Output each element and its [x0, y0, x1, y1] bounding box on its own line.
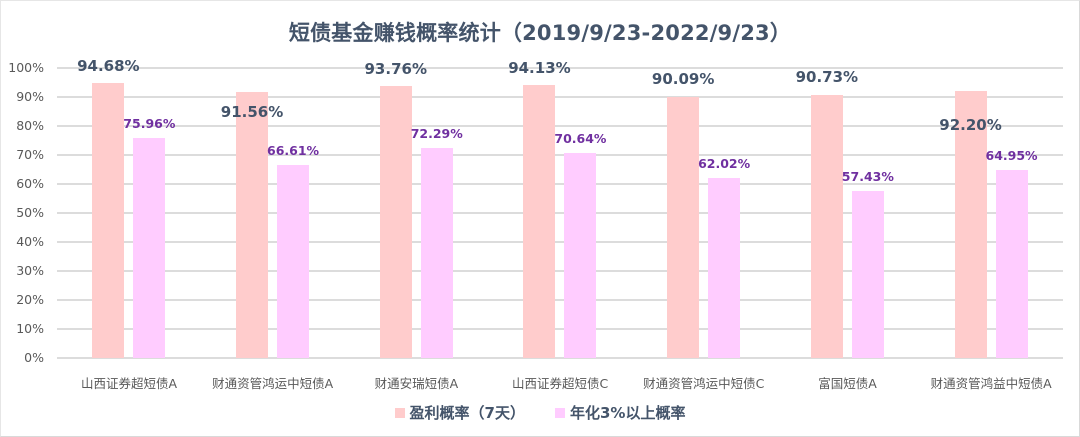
- data-label-profit: 93.76%: [364, 60, 427, 79]
- data-label-profit: 90.73%: [795, 68, 859, 86]
- data-label-profit: 94.13%: [508, 59, 571, 78]
- y-axis-tick-label: 0%: [24, 350, 44, 365]
- legend-swatch-icon: [394, 407, 405, 418]
- data-label-profit: 92.20%: [939, 116, 1002, 134]
- data-label-profit: 90.09%: [651, 70, 715, 88]
- data-label-annualized: 72.29%: [410, 126, 463, 142]
- x-axis-category-label: 山西证券超短债A: [80, 376, 178, 391]
- legend: 盈利概率（7天） 年化3%以上概率: [0, 402, 1080, 423]
- bar-profit-probability[interactable]: [523, 85, 556, 358]
- y-axis-tick-label: 70%: [16, 147, 44, 162]
- gridline: [57, 212, 1063, 214]
- bar-annualized-3pct-probability[interactable]: [420, 148, 453, 358]
- gridline: [57, 241, 1063, 243]
- y-axis-tick-label: 50%: [16, 205, 44, 220]
- gridline: [57, 328, 1063, 330]
- gridline: [57, 154, 1063, 156]
- gridline: [57, 357, 1063, 359]
- gridline: [57, 67, 1063, 69]
- x-axis-category-label: 山西证券超短债C: [511, 376, 609, 391]
- y-axis-tick-label: 90%: [16, 89, 44, 104]
- bar-annualized-3pct-probability[interactable]: [564, 153, 597, 358]
- bar-profit-probability[interactable]: [92, 83, 125, 358]
- data-label-annualized: 66.61%: [267, 142, 320, 158]
- gridline: [57, 96, 1063, 98]
- data-label-profit: 94.68%: [77, 57, 140, 76]
- y-axis-tick-label: 30%: [16, 263, 44, 278]
- bar-profit-probability[interactable]: [954, 90, 987, 358]
- data-label-annualized: 75.96%: [123, 115, 176, 131]
- gridline: [57, 125, 1063, 127]
- x-axis-category-label: 财通资管鸿运中短债C: [643, 376, 765, 391]
- x-axis-category-label: 财通安瑞短债A: [374, 376, 459, 391]
- data-label-annualized: 70.64%: [554, 131, 607, 147]
- x-axis-category-label: 财通资管鸿运中短债A: [212, 376, 334, 391]
- y-axis-tick-label: 10%: [16, 321, 44, 336]
- legend-swatch-icon: [554, 407, 565, 418]
- y-axis-tick-label: 80%: [16, 118, 44, 133]
- bar-annualized-3pct-probability[interactable]: [995, 169, 1028, 358]
- legend-item[interactable]: 盈利概率（7天）: [394, 402, 525, 423]
- bar-annualized-3pct-probability[interactable]: [277, 164, 310, 358]
- data-label-annualized: 57.43%: [841, 169, 894, 185]
- gridline: [57, 183, 1063, 185]
- gridline: [57, 270, 1063, 272]
- x-axis-category-label: 财通资管鸿益中短债A: [930, 376, 1052, 391]
- data-label-annualized: 62.02%: [698, 156, 751, 172]
- data-label-annualized: 64.95%: [985, 147, 1038, 163]
- bar-profit-probability[interactable]: [667, 96, 700, 358]
- legend-label: 年化3%以上概率: [569, 404, 686, 422]
- y-axis-tick-label: 100%: [8, 60, 44, 75]
- bar-profit-probability[interactable]: [810, 94, 843, 358]
- legend-label: 盈利概率（7天）: [409, 404, 525, 422]
- bar-profit-probability[interactable]: [236, 92, 269, 358]
- data-label-profit: 91.56%: [220, 103, 284, 121]
- gridline: [57, 299, 1063, 301]
- y-axis-tick-label: 40%: [16, 234, 44, 249]
- bar-profit-probability[interactable]: [379, 86, 412, 358]
- chart-title: 短债基金赚钱概率统计（2019/9/23-2022/9/23）: [288, 21, 792, 45]
- bar-annualized-3pct-probability[interactable]: [133, 137, 166, 358]
- bar-annualized-3pct-probability[interactable]: [708, 178, 741, 358]
- bar-annualized-3pct-probability[interactable]: [851, 191, 884, 358]
- legend-item[interactable]: 年化3%以上概率: [554, 402, 686, 423]
- x-axis-category-label: 富国短债A: [818, 376, 877, 391]
- y-axis-tick-label: 20%: [16, 292, 44, 307]
- y-axis-tick-label: 60%: [16, 176, 44, 191]
